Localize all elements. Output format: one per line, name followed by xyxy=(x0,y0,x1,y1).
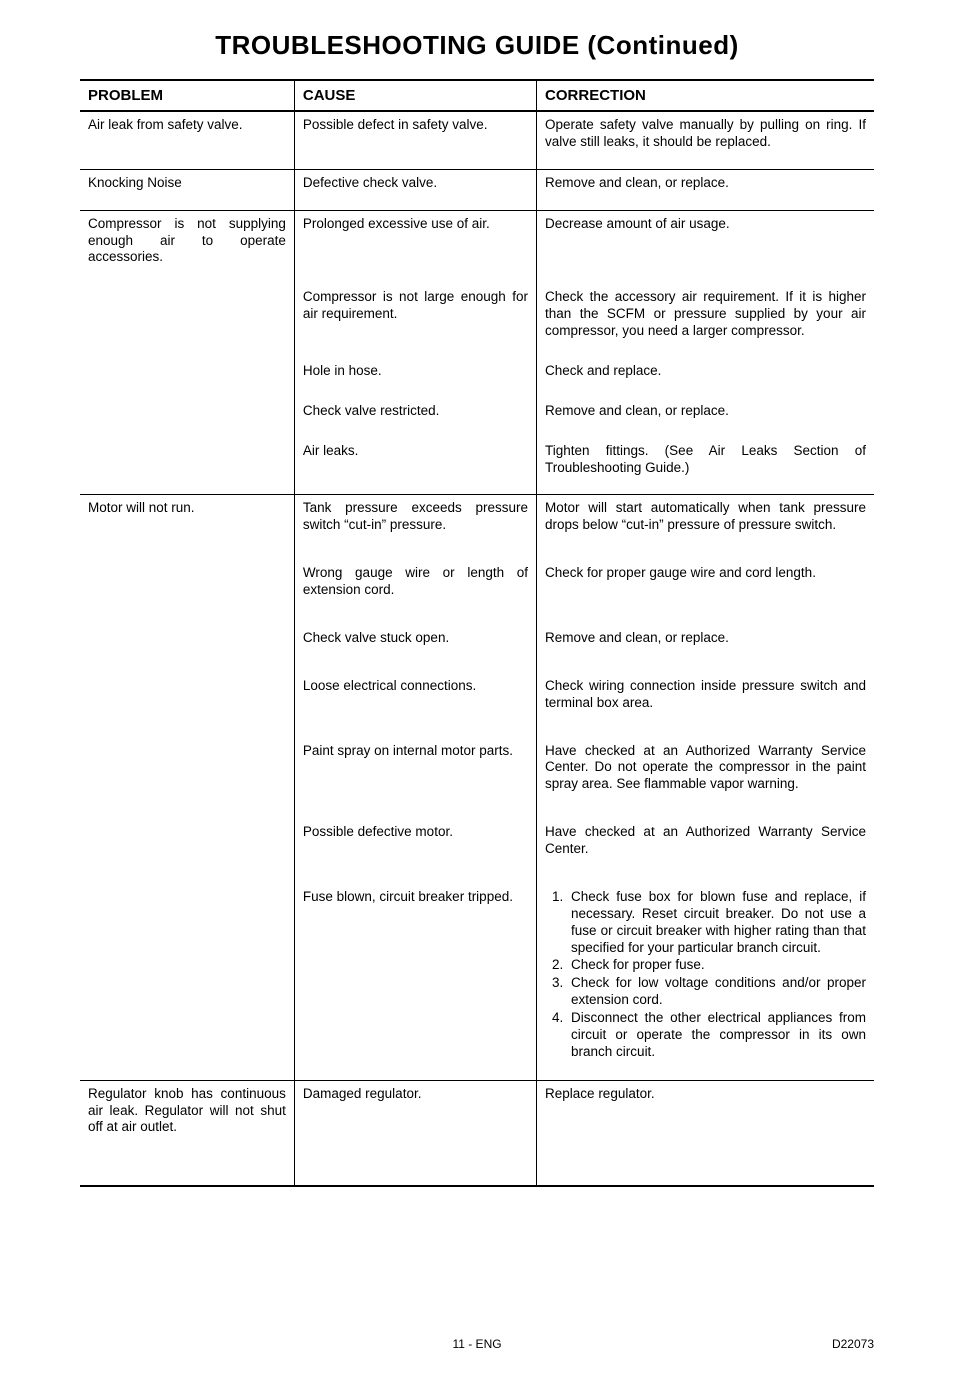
cause-cell: Loose electrical connections. xyxy=(294,673,536,722)
problem-cell xyxy=(80,398,294,430)
problem-cell xyxy=(80,884,294,1080)
problem-cell xyxy=(80,560,294,609)
page-footer: 11 - ENG D22073 xyxy=(80,1337,874,1357)
troubleshooting-table: PROBLEM CAUSE CORRECTION Air leak from s… xyxy=(80,79,874,1187)
table-row: Paint spray on internal motor parts.Have… xyxy=(80,738,874,804)
problem-cell: Compressor is not supplying enough air t… xyxy=(80,210,294,276)
table-header-row: PROBLEM CAUSE CORRECTION xyxy=(80,80,874,111)
problem-cell: Air leak from safety valve. xyxy=(80,111,294,169)
header-cause: CAUSE xyxy=(294,80,536,111)
problem-cell xyxy=(80,625,294,657)
correction-cell: Remove and clean, or replace. xyxy=(537,398,874,430)
table-row: Possible defective motor.Have checked at… xyxy=(80,819,874,868)
table-row: Hole in hose.Check and replace. xyxy=(80,358,874,390)
problem-cell xyxy=(80,673,294,722)
cause-cell: Possible defect in safety valve. xyxy=(294,111,536,169)
cause-cell: Paint spray on internal motor parts. xyxy=(294,738,536,804)
problem-cell xyxy=(80,358,294,390)
problem-cell: Knocking Noise xyxy=(80,169,294,210)
correction-cell: Replace regulator. xyxy=(537,1080,874,1146)
problem-cell xyxy=(80,819,294,868)
spacer-row xyxy=(80,730,874,738)
table-row: Loose electrical connections.Check wirin… xyxy=(80,673,874,722)
correction-cell: Check the accessory air requirement. If … xyxy=(537,284,874,350)
cause-cell: Check valve stuck open. xyxy=(294,625,536,657)
spacer-row xyxy=(80,665,874,673)
cause-cell: Prolonged excessive use of air. xyxy=(294,210,536,276)
correction-list-item: Check for proper fuse. xyxy=(567,957,866,974)
header-correction: CORRECTION xyxy=(537,80,874,111)
table-row: Fuse blown, circuit breaker tripped. Chec… xyxy=(80,884,874,1080)
table-row: Compressor is not large enough for air r… xyxy=(80,284,874,350)
correction-cell: Decrease amount of air usage. xyxy=(537,210,874,276)
cause-cell: Air leaks. xyxy=(294,438,536,495)
correction-list: Check fuse box for blown fuse and replac… xyxy=(545,889,866,1061)
table-row: Knocking NoiseDefective check valve.Remo… xyxy=(80,169,874,210)
footer-page-number: 11 - ENG xyxy=(80,1337,874,1351)
cause-cell: Wrong gauge wire or length of extension … xyxy=(294,560,536,609)
problem-cell xyxy=(80,738,294,804)
spacer-row xyxy=(80,803,874,811)
spacer-row xyxy=(80,811,874,819)
spacer-row xyxy=(80,617,874,625)
spacer-row xyxy=(80,276,874,284)
problem-cell xyxy=(80,438,294,495)
table-row: Check valve stuck open.Remove and clean,… xyxy=(80,625,874,657)
spacer-row xyxy=(80,350,874,358)
table-row: Check valve restricted.Remove and clean,… xyxy=(80,398,874,430)
correction-cell: Motor will start automatically when tank… xyxy=(537,495,874,544)
spacer-row xyxy=(80,1146,874,1186)
correction-cell: Tighten fittings. (See Air Leaks Section… xyxy=(537,438,874,495)
cause-cell: Tank pressure exceeds pressure switch “c… xyxy=(294,495,536,544)
spacer-row xyxy=(80,657,874,665)
cause-cell: Possible defective motor. xyxy=(294,819,536,868)
problem-cell: Motor will not run. xyxy=(80,495,294,544)
spacer-row xyxy=(80,876,874,884)
correction-cell: Remove and clean, or replace. xyxy=(537,169,874,210)
correction-list-item: Check fuse box for blown fuse and replac… xyxy=(567,889,866,957)
footer-doc-id: D22073 xyxy=(832,1337,874,1351)
correction-cell: Check fuse box for blown fuse and replac… xyxy=(537,884,874,1080)
spacer-row xyxy=(80,722,874,730)
correction-cell: Have checked at an Authorized Warranty S… xyxy=(537,819,874,868)
table-row: Air leak from safety valve.Possible defe… xyxy=(80,111,874,169)
correction-list-item: Disconnect the other electrical applianc… xyxy=(567,1010,866,1061)
spacer-row xyxy=(80,430,874,438)
table-row: Air leaks.Tighten fittings. (See Air Lea… xyxy=(80,438,874,495)
table-row: Motor will not run.Tank pressure exceeds… xyxy=(80,495,874,544)
correction-cell: Operate safety valve manually by pulling… xyxy=(537,111,874,169)
spacer-row xyxy=(80,552,874,560)
spacer-row xyxy=(80,868,874,876)
cause-cell: Hole in hose. xyxy=(294,358,536,390)
cause-cell: Damaged regulator. xyxy=(294,1080,536,1146)
correction-cell: Check for proper gauge wire and cord len… xyxy=(537,560,874,609)
table-row: Compressor is not supplying enough air t… xyxy=(80,210,874,276)
spacer-row xyxy=(80,390,874,398)
problem-cell xyxy=(80,284,294,350)
cause-cell: Fuse blown, circuit breaker tripped. xyxy=(294,884,536,1080)
correction-cell: Check and replace. xyxy=(537,358,874,390)
correction-cell: Have checked at an Authorized Warranty S… xyxy=(537,738,874,804)
problem-cell: Regulator knob has continuous air leak. … xyxy=(80,1080,294,1146)
correction-cell: Remove and clean, or replace. xyxy=(537,625,874,657)
cause-cell: Defective check valve. xyxy=(294,169,536,210)
header-problem: PROBLEM xyxy=(80,80,294,111)
cause-cell: Compressor is not large enough for air r… xyxy=(294,284,536,350)
correction-list-item: Check for low voltage conditions and/or … xyxy=(567,975,866,1009)
table-row: Wrong gauge wire or length of extension … xyxy=(80,560,874,609)
cause-cell: Check valve restricted. xyxy=(294,398,536,430)
page-title: TROUBLESHOOTING GUIDE (Continued) xyxy=(80,30,874,61)
correction-cell: Check wiring connection inside pressure … xyxy=(537,673,874,722)
spacer-row xyxy=(80,544,874,552)
table-row: Regulator knob has continuous air leak. … xyxy=(80,1080,874,1146)
spacer-row xyxy=(80,609,874,617)
